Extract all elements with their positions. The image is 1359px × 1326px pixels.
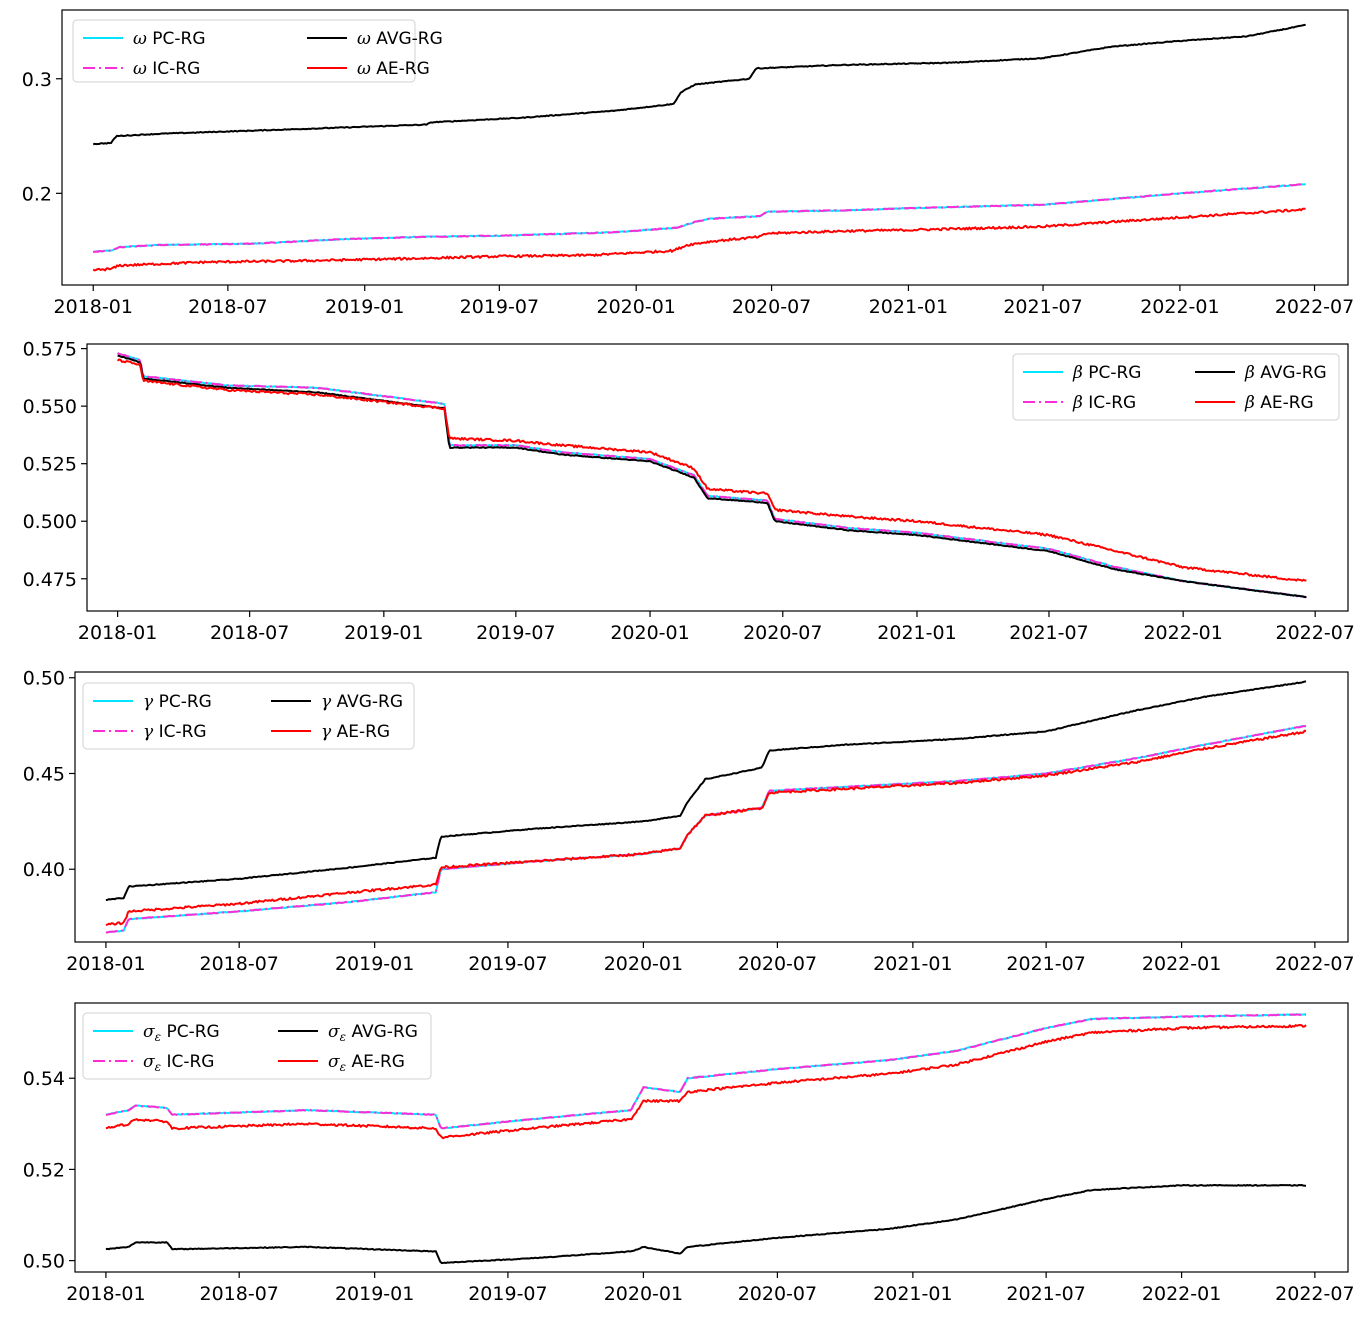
x-tick-label: 2020-01 — [597, 296, 676, 318]
x-tick-label: 2020-01 — [610, 622, 689, 644]
x-tick-label: 2019-01 — [325, 296, 404, 318]
series-line-ae-rg — [116, 358, 1307, 582]
series-group — [105, 680, 1307, 934]
x-tick-label: 2021-01 — [873, 1283, 952, 1305]
x-tick-label: 2018-01 — [78, 622, 157, 644]
x-tick-label: 2022-07 — [1275, 622, 1354, 644]
legend-entry: σε PC-RG — [143, 1022, 220, 1044]
x-tick-label: 2021-01 — [873, 953, 952, 975]
series-line-pc-rg — [105, 725, 1307, 934]
x-tick-label: 2020-07 — [732, 296, 811, 318]
x-tick-label: 2018-07 — [199, 1283, 278, 1305]
legend-entry: β AVG-RG — [1244, 363, 1327, 383]
legend-entry: ω IC-RG — [133, 59, 200, 79]
x-tick-label: 2019-07 — [468, 953, 547, 975]
x-tick-label: 2019-07 — [476, 622, 555, 644]
series-line-ic-rg — [92, 183, 1306, 254]
panel-beta: 0.475 0.500 0.525 0.550 0.575 2018-01 2018-07 2… — [23, 339, 1355, 644]
x-tick-label: 2018-01 — [66, 1283, 145, 1305]
x-tick-label: 2021-07 — [1006, 953, 1085, 975]
legend-entry: γ PC-RG — [143, 692, 212, 712]
x-tick-label: 2018-07 — [199, 953, 278, 975]
y-tick-label: 0.475 — [23, 569, 77, 591]
legend-entry: β IC-RG — [1072, 393, 1136, 413]
x-tick-label: 2018-07 — [188, 296, 267, 318]
legend-entry: σε IC-RG — [143, 1052, 214, 1074]
x-tick-label: 2021-07 — [1006, 1283, 1085, 1305]
y-tick-label: 0.525 — [23, 454, 77, 476]
x-tick-label: 2019-01 — [335, 1283, 414, 1305]
series-group — [116, 352, 1307, 599]
axes-frame — [61, 9, 1349, 286]
y-tick-label: 0.45 — [23, 763, 65, 785]
series-line-ae-rg — [105, 729, 1307, 927]
x-tick-label: 2018-07 — [210, 622, 289, 644]
x-tick-label: 2021-07 — [1009, 622, 1088, 644]
panel-omega: 0.2 0.3 2018-01 2018-07 2019-01 2019-07 2020-0… — [22, 9, 1354, 318]
x-tick-label: 2022-01 — [1143, 622, 1222, 644]
x-tick-label: 2021-01 — [877, 622, 956, 644]
x-tick-label: 2020-07 — [738, 953, 817, 975]
x-tick-label: 2022-01 — [1140, 296, 1219, 318]
x-tick-label: 2020-07 — [743, 622, 822, 644]
x-tick-label: 2022-07 — [1275, 296, 1354, 318]
x-tick-label: 2022-01 — [1142, 1283, 1221, 1305]
x-tick-label: 2022-01 — [1142, 953, 1221, 975]
series-line-ae-rg — [105, 1024, 1307, 1140]
legend: γ PC-RG γ AVG-RG γ IC-RG γ AE-RG — [82, 682, 415, 750]
legend-entry: γ AE-RG — [321, 722, 390, 742]
y-tick-label: 0.52 — [23, 1159, 65, 1181]
axes-frame — [74, 1002, 1349, 1273]
legend-entry: β PC-RG — [1072, 363, 1141, 383]
x-tick-label: 2019-07 — [468, 1283, 547, 1305]
legend-entry: ω PC-RG — [133, 29, 206, 49]
series-line-ic-rg — [105, 1013, 1307, 1130]
y-tick-label: 0.3 — [22, 69, 52, 91]
x-tick-label: 2022-07 — [1275, 1283, 1354, 1305]
x-tick-label: 2021-01 — [869, 296, 948, 318]
x-tick-label: 2020-01 — [604, 1283, 683, 1305]
x-tick-label: 2019-01 — [335, 953, 414, 975]
legend: σε PC-RG σε AVG-RG σε IC-RG σε AE-RG — [82, 1012, 432, 1080]
legend: β PC-RG β AVG-RG β IC-RG β AE-RG — [1012, 353, 1340, 421]
legend-entry: σε AVG-RG — [328, 1022, 418, 1044]
series-group — [105, 1013, 1307, 1265]
y-tick-label: 0.2 — [22, 183, 52, 205]
series-line-ae-rg — [92, 207, 1306, 272]
series-line-avg-rg — [105, 1184, 1306, 1265]
y-tick-label: 0.40 — [23, 859, 65, 881]
y-tick-label: 0.54 — [23, 1068, 65, 1090]
y-tick-label: 0.50 — [23, 668, 65, 690]
series-line-pc-rg — [117, 352, 1307, 599]
y-tick-label: 0.550 — [23, 396, 77, 418]
series-group — [92, 23, 1306, 272]
legend-entry: γ IC-RG — [143, 722, 207, 742]
axes-frame — [74, 671, 1349, 943]
legend-entry: γ AVG-RG — [321, 692, 403, 712]
x-tick-label: 2018-01 — [66, 953, 145, 975]
series-line-avg-rg — [117, 354, 1307, 599]
legend-entry: ω AVG-RG — [357, 29, 443, 49]
legend: ω PC-RG ω AVG-RG ω IC-RG ω AE-RG — [72, 19, 443, 83]
y-tick-label: 0.575 — [23, 339, 77, 361]
x-tick-label: 2020-01 — [604, 953, 683, 975]
x-tick-label: 2021-07 — [1003, 296, 1082, 318]
x-tick-label: 2019-07 — [460, 296, 539, 318]
legend-entry: σε AE-RG — [328, 1052, 405, 1074]
legend-entry: β AE-RG — [1244, 393, 1314, 413]
series-line-avg-rg — [92, 23, 1306, 146]
x-tick-label: 2019-01 — [344, 622, 423, 644]
legend-entry: ω AE-RG — [357, 59, 430, 79]
x-tick-label: 2022-07 — [1275, 953, 1354, 975]
x-tick-label: 2018-01 — [54, 296, 133, 318]
panel-gamma: 0.40 0.45 0.50 2018-01 2018-07 2019-01 2019-07… — [23, 668, 1355, 975]
y-tick-label: 0.500 — [23, 511, 77, 533]
series-line-ic-rg — [105, 724, 1307, 934]
x-tick-label: 2020-07 — [738, 1283, 817, 1305]
axes-frame — [86, 343, 1349, 612]
panel-sigma_epsilon: 0.50 0.52 0.54 2018-01 2018-07 2019-01 2019-07… — [23, 1002, 1355, 1305]
y-tick-label: 0.50 — [23, 1251, 65, 1273]
series-line-avg-rg — [105, 680, 1307, 902]
